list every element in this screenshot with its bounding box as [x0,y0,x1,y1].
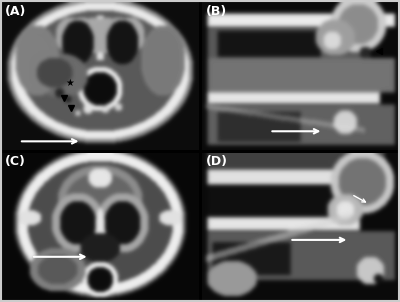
Text: (A): (A) [5,5,26,18]
Text: (B): (B) [206,5,227,18]
Text: (D): (D) [206,156,228,169]
Text: (C): (C) [5,156,26,169]
Text: ★: ★ [65,78,74,88]
